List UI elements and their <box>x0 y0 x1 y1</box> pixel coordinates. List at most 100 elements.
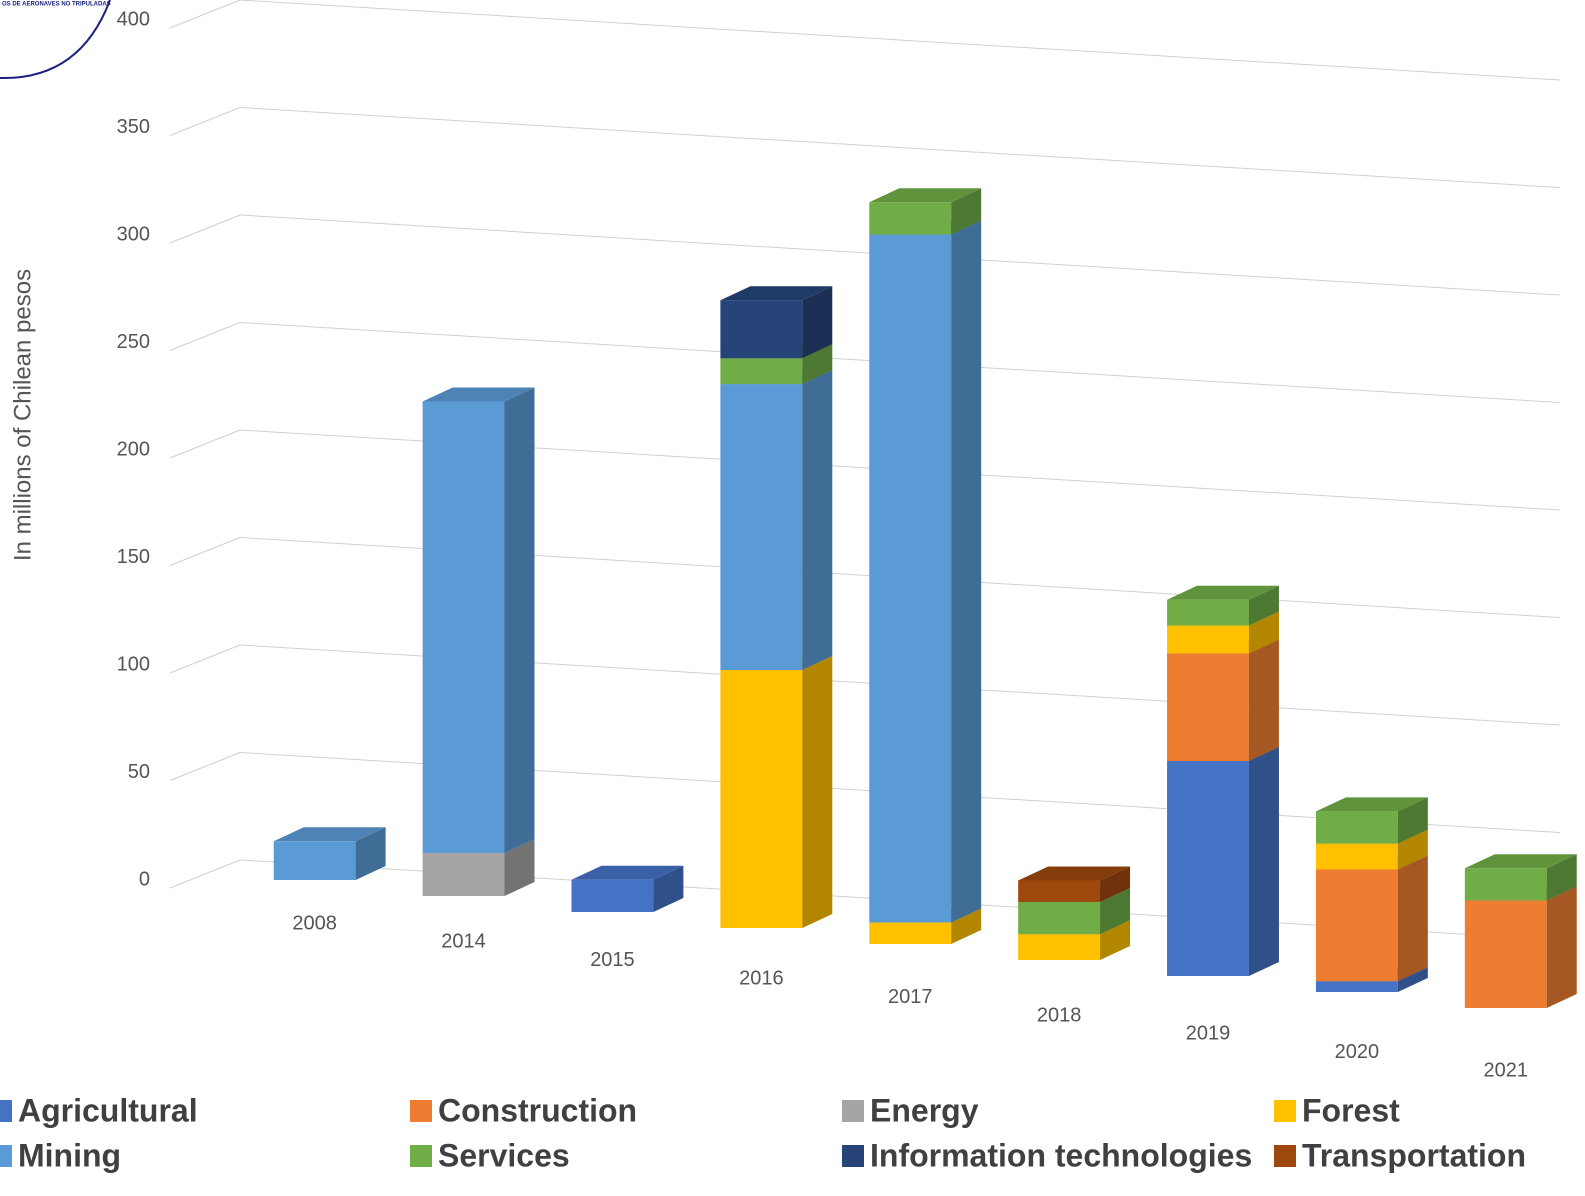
bar-front <box>1315 869 1398 982</box>
grid-line <box>169 429 241 459</box>
bar-segment <box>1018 866 1131 902</box>
bar-side <box>1248 585 1279 626</box>
bar-side <box>504 387 535 853</box>
bar-top <box>1167 585 1279 600</box>
bar-front <box>720 670 803 928</box>
bar-front <box>869 922 952 944</box>
bar-side <box>951 220 982 923</box>
bar-side <box>1546 886 1577 1008</box>
bar-side <box>1248 639 1279 761</box>
legend-label: Construction <box>438 1092 637 1128</box>
bar-front <box>1167 625 1249 654</box>
bar-side <box>802 286 833 359</box>
bar-front <box>869 202 952 235</box>
legend-label: Agricultural <box>18 1092 198 1128</box>
x-tick-label: 2018 <box>1037 1004 1082 1026</box>
bar-segment <box>720 656 833 928</box>
bar-side <box>653 865 684 912</box>
bar-front <box>1018 934 1101 960</box>
bar-segment <box>1167 585 1279 626</box>
legend-swatch <box>842 1145 864 1167</box>
grid-line <box>169 752 241 781</box>
bar-front <box>1464 868 1547 901</box>
bar-front <box>1018 880 1101 902</box>
y-tick-label: 50 <box>128 761 150 783</box>
y-axis-label: In millions of Chilean pesos <box>9 269 36 561</box>
bar-side <box>1100 920 1131 960</box>
legend-swatch <box>410 1145 432 1167</box>
bar-segment <box>869 188 982 235</box>
x-tick-label: 2019 <box>1186 1023 1231 1045</box>
bar-front <box>720 384 803 670</box>
bar-front <box>720 358 803 385</box>
bar-side <box>1100 887 1131 935</box>
grid-line <box>169 0 241 29</box>
legend-label: Energy <box>870 1092 979 1128</box>
grid-line <box>169 859 241 889</box>
grid-line <box>169 644 241 674</box>
x-tick-label: 2016 <box>739 967 784 989</box>
bar-segment <box>1315 797 1428 844</box>
bar-side <box>1100 866 1131 902</box>
y-tick-label: 300 <box>117 223 150 245</box>
legend-label: Information technologies <box>870 1137 1252 1173</box>
bar-front <box>1464 900 1547 1008</box>
bar-front <box>1315 811 1398 844</box>
bar-side <box>802 370 833 670</box>
bar-side <box>802 656 833 928</box>
y-tick-label: 100 <box>117 653 150 675</box>
bar-side <box>1546 854 1577 901</box>
bar-front <box>571 879 654 912</box>
bar-side <box>1397 967 1428 992</box>
bar-top <box>1464 854 1577 869</box>
bar-front <box>1167 761 1249 976</box>
grid-line <box>239 0 1561 81</box>
legend-swatch <box>1274 1145 1296 1167</box>
y-tick-label: 250 <box>117 331 150 353</box>
bar-side <box>1248 611 1279 654</box>
legend-label: Forest <box>1302 1092 1400 1128</box>
bar-front <box>1167 599 1249 626</box>
bar-segment <box>422 387 535 853</box>
bar-segment <box>571 865 684 912</box>
bar-segment <box>1464 886 1577 1008</box>
logo-arc <box>0 0 111 80</box>
bar-top <box>571 865 684 880</box>
x-tick-label: 2015 <box>590 949 635 971</box>
legend-swatch <box>410 1100 432 1122</box>
legend-label: Services <box>438 1137 570 1173</box>
x-tick-label: 2014 <box>441 931 486 953</box>
bar-front <box>1315 843 1398 870</box>
bar-front <box>1167 653 1249 761</box>
x-tick-label: 2021 <box>1484 1059 1529 1081</box>
bar-front <box>422 401 505 853</box>
bar-side <box>504 839 535 896</box>
logo-text: OS DE AERONAVES NO TRIPULADAS <box>2 2 111 8</box>
y-tick-label: 350 <box>117 116 150 138</box>
grid-line <box>169 107 241 136</box>
grid-line <box>169 214 241 244</box>
bar-side <box>1397 855 1428 982</box>
legend-label: Transportation <box>1302 1137 1526 1173</box>
bar-segment <box>273 827 386 880</box>
bar-front <box>1315 981 1398 992</box>
bar-front <box>273 841 356 880</box>
grid-line <box>169 322 241 351</box>
bar-segment <box>869 220 982 923</box>
legend-swatch <box>1274 1100 1296 1122</box>
bar-side <box>1397 797 1428 844</box>
bar-top <box>273 827 386 842</box>
y-tick-label: 200 <box>117 438 150 460</box>
bar-side <box>802 344 833 385</box>
bar-segment <box>1167 747 1279 976</box>
bar-side <box>1397 829 1428 870</box>
bar-top <box>1018 866 1131 881</box>
bar-front <box>1018 901 1101 935</box>
bar-front <box>720 300 803 359</box>
legend-swatch <box>0 1100 12 1122</box>
bar-segment <box>1167 639 1279 761</box>
bar-segment <box>720 370 833 670</box>
bar-side <box>951 908 982 944</box>
bar-side <box>1248 747 1279 976</box>
